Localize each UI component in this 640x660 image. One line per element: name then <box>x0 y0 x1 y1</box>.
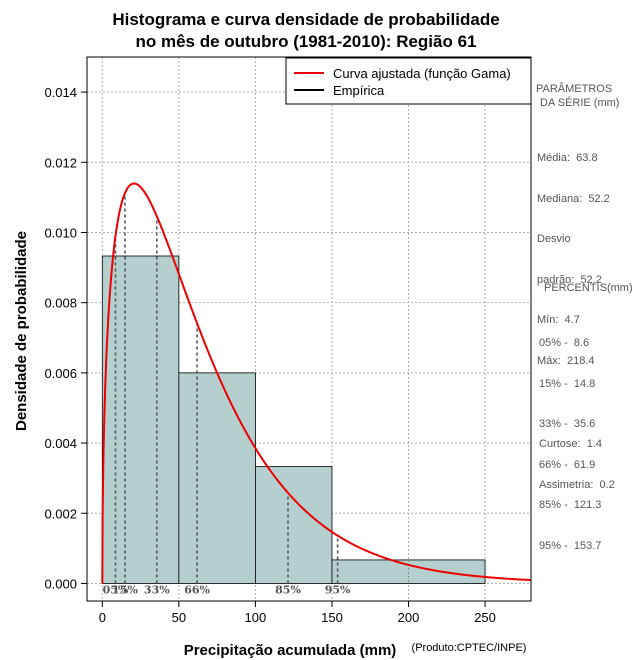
histogram-bar <box>101 255 180 584</box>
credit-text: (Produto:CPTEC/INPE) <box>412 642 527 654</box>
params-title-line-1: PARÂMETROS <box>536 83 613 95</box>
percentil-value: 35.6 <box>573 418 596 430</box>
percentile-label: 33% <box>144 583 170 596</box>
stats-list: Média: 63.8 Mediana: 52.2 Desvio padrão:… <box>537 125 610 382</box>
stat-label: Desvio <box>537 233 571 245</box>
x-tick-label: 150 <box>321 610 343 625</box>
params-title: PARÂMETROS <box>536 83 612 97</box>
legend: Curva ajustada (função Gama) Empírica <box>285 57 532 105</box>
percentis-list: 05% - 8.6 15% - 14.8 33% - 35.6 66% - 61… <box>539 310 601 567</box>
percentil-value: 121.3 <box>573 499 602 511</box>
stat-value: 218.4 <box>566 354 595 367</box>
percentis-title-text: PERCENTIS(mm) <box>544 282 633 294</box>
y-tick-label: 0.014 <box>44 85 77 100</box>
percentil-row: 05% - 8.6 <box>539 337 601 351</box>
y-tick-label: 0.002 <box>44 506 77 521</box>
legend-empirical-label: Empírica <box>333 83 385 98</box>
chart-title-line-2: no mês de outubro (1981-2010): Região 61 <box>135 32 476 51</box>
stat-value: 1.4 <box>586 438 602 450</box>
stat-row-std-1: Desvio <box>537 233 610 247</box>
percentile-label: 05% <box>103 583 129 596</box>
percentile-label: 66% <box>184 583 210 596</box>
y-tick-label: 0.000 <box>44 576 77 591</box>
kurtosis-row: Curtose: 1.4 <box>539 438 615 452</box>
x-axis: 0 50 100 150 200 250 <box>99 601 496 625</box>
y-tick-label: 0.008 <box>44 296 77 311</box>
legend-box <box>285 57 532 105</box>
percentil-value: 61.9 <box>573 458 596 471</box>
x-axis-title: Precipitação acumulada (mm) <box>184 642 397 659</box>
y-axis: 0.000 0.002 0.004 0.006 0.008 0.010 0.012 0.014 <box>44 85 87 591</box>
chart-title-line-1: Histograma e curva densidade de probabil… <box>112 10 499 29</box>
stat-label: Mín: <box>537 314 559 326</box>
percentile-label: 95% <box>325 583 351 596</box>
percentil-row: 33% - 35.6 <box>539 418 601 432</box>
stat-row-max: Máx: 218.4 <box>537 355 610 369</box>
shape-stats-list: Curtose: 1.4 Assimetria: 0.2 <box>539 411 615 506</box>
percentile-label: 85% <box>275 583 301 596</box>
params-title-2: DA SÉRIE (mm) <box>540 97 619 111</box>
y-tick-label: 0.012 <box>44 155 77 170</box>
stat-value: 63.8 <box>576 152 598 164</box>
percentil-row: 66% - 61.9 <box>539 459 601 473</box>
stat-value: 0.2 <box>599 478 615 491</box>
percentile-markers: 05%15% 33% 66% 85% 95% <box>103 193 351 596</box>
skewness-row: Assimetria: 0.2 <box>539 479 615 493</box>
stat-label: Curtose: <box>539 438 581 450</box>
x-tick-label: 0 <box>99 610 106 625</box>
percentil-label: 85% - <box>539 499 568 511</box>
stat-row-mean: Média: 63.8 <box>537 152 610 166</box>
legend-curve-label: Curva ajustada (função Gama) <box>333 66 511 81</box>
histogram-bars <box>101 255 486 584</box>
x-tick-label: 50 <box>172 610 186 625</box>
x-tick-label: 200 <box>398 610 420 625</box>
percentil-label: 15% - <box>539 377 568 390</box>
histogram-bar <box>255 466 333 584</box>
percentil-value: 153.7 <box>573 539 602 552</box>
y-axis-title: Densidade de probabilidade <box>13 231 30 431</box>
stat-value: 4.7 <box>564 314 580 326</box>
stat-value: 52.2 <box>580 273 602 286</box>
x-tick-label: 100 <box>245 610 267 625</box>
percentile-label: 15% <box>112 583 138 596</box>
stat-label: Mediana: <box>537 192 583 205</box>
histogram-bar <box>331 559 486 584</box>
stat-label: Média: <box>537 152 571 164</box>
percentis-title: PERCENTIS(mm) <box>544 282 633 296</box>
histogram-bar <box>178 372 256 584</box>
y-tick-label: 0.006 <box>44 366 77 381</box>
stat-row-std-2: padrão: 52.2 <box>537 274 610 288</box>
percentil-label: 95% - <box>539 539 568 552</box>
stat-value: 52.2 <box>588 192 610 205</box>
stat-row-median: Mediana: 52.2 <box>537 193 610 207</box>
percentil-label: 33% - <box>539 418 568 430</box>
y-tick-label: 0.004 <box>44 436 77 451</box>
fitted-curve-layer <box>101 182 532 584</box>
percentil-label: 66% - <box>539 458 568 471</box>
stat-label: padrão: <box>537 273 575 286</box>
stat-label: Assimetria: <box>539 478 594 491</box>
params-title-line-2: DA SÉRIE (mm) <box>540 97 620 109</box>
percentil-row: 95% - 153.7 <box>539 540 601 554</box>
percentil-value: 14.8 <box>573 377 596 390</box>
fitted-gamma-curve <box>101 182 532 584</box>
stat-label: Máx: <box>537 354 561 367</box>
percentil-row: 15% - 14.8 <box>539 378 601 392</box>
percentil-value: 8.6 <box>573 337 590 349</box>
x-tick-label: 250 <box>474 610 496 625</box>
percentil-label: 05% - <box>539 337 568 349</box>
plot-frame <box>86 56 532 602</box>
percentil-row: 85% - 121.3 <box>539 499 601 513</box>
stat-row-min: Mín: 4.7 <box>537 314 610 328</box>
y-tick-label: 0.010 <box>44 225 77 240</box>
